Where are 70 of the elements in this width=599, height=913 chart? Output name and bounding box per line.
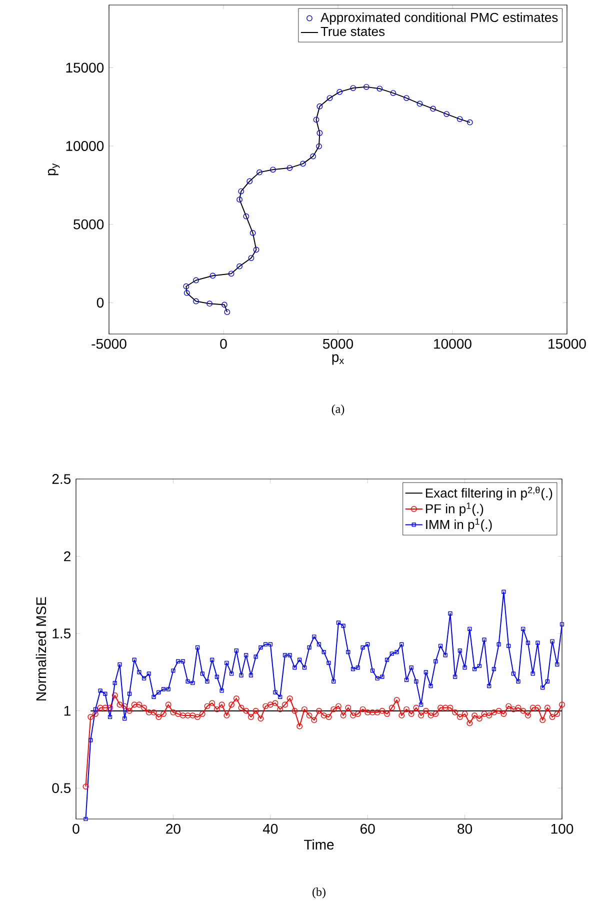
x-axis-title: Time xyxy=(304,839,334,850)
point xyxy=(253,246,260,253)
point xyxy=(326,95,333,102)
point xyxy=(236,263,242,270)
point xyxy=(300,160,306,167)
point xyxy=(376,86,383,92)
x-tick-label: 40 xyxy=(262,824,278,834)
x-tick-label: 80 xyxy=(458,824,472,834)
x-tick-label: -5000 xyxy=(92,338,126,349)
y-tick-label: 0 xyxy=(96,298,104,308)
point xyxy=(456,116,463,122)
point xyxy=(184,290,190,296)
point xyxy=(206,300,212,307)
x-tick-label: 15000 xyxy=(548,338,586,349)
x-tick-label: 20 xyxy=(166,824,180,834)
x-tick-label: 0 xyxy=(72,824,80,834)
point xyxy=(236,196,242,203)
legend-label: PF in p$^{1}$(.) xyxy=(426,502,484,516)
point xyxy=(310,153,316,160)
x-axis-title: p$_{x}$ xyxy=(332,354,344,365)
point xyxy=(444,111,450,117)
point xyxy=(390,90,396,96)
point xyxy=(363,84,370,90)
point xyxy=(404,95,410,102)
point xyxy=(313,116,320,123)
legend-label: IMM in p$^{1}$(.) xyxy=(426,518,492,532)
point xyxy=(416,100,423,107)
point xyxy=(183,283,190,290)
y-tick-label: 10000 xyxy=(66,141,104,151)
point xyxy=(246,178,253,184)
point xyxy=(250,230,256,236)
y-axis-title: Normalized MSE xyxy=(36,597,46,700)
x-tick-label: 100 xyxy=(551,824,574,834)
point xyxy=(270,166,276,173)
legend-label: Exact filtering in p$^{2,θ}$(.) xyxy=(426,486,552,500)
point xyxy=(430,106,436,112)
y-tick-label: 15000 xyxy=(66,62,104,73)
y-axis-title: p$_{y}$ xyxy=(48,163,60,176)
point xyxy=(193,298,199,304)
point xyxy=(256,169,262,176)
point xyxy=(228,270,234,277)
x-tick-label: 0 xyxy=(220,338,227,349)
line-series xyxy=(186,86,470,313)
point xyxy=(466,119,473,126)
point xyxy=(224,309,230,316)
y-tick-label: 2.5 xyxy=(52,474,71,484)
point xyxy=(316,143,322,150)
legend-label: Approximated conditional PMC estimates xyxy=(320,12,558,25)
point xyxy=(221,302,228,308)
point xyxy=(243,213,250,220)
point xyxy=(238,188,244,194)
legend-label: True states xyxy=(320,27,385,36)
y-tick-label: 1 xyxy=(64,706,70,716)
y-tick-label: 1.5 xyxy=(52,628,71,638)
point xyxy=(210,272,216,279)
point xyxy=(316,130,323,136)
text: (a) xyxy=(332,404,344,416)
y-tick-label: 5000 xyxy=(74,219,104,230)
x-tick-label: 60 xyxy=(360,824,375,834)
x-tick-label: 5000 xyxy=(322,338,354,349)
x-tick-label: 10000 xyxy=(434,338,472,349)
point xyxy=(316,103,323,110)
point xyxy=(350,85,356,91)
y-tick-label: 2 xyxy=(64,551,70,562)
point xyxy=(193,277,199,284)
y-tick-label: 0.5 xyxy=(52,783,71,794)
point xyxy=(336,89,343,95)
text: (b) xyxy=(312,888,326,898)
point xyxy=(248,255,254,261)
point xyxy=(286,164,293,171)
